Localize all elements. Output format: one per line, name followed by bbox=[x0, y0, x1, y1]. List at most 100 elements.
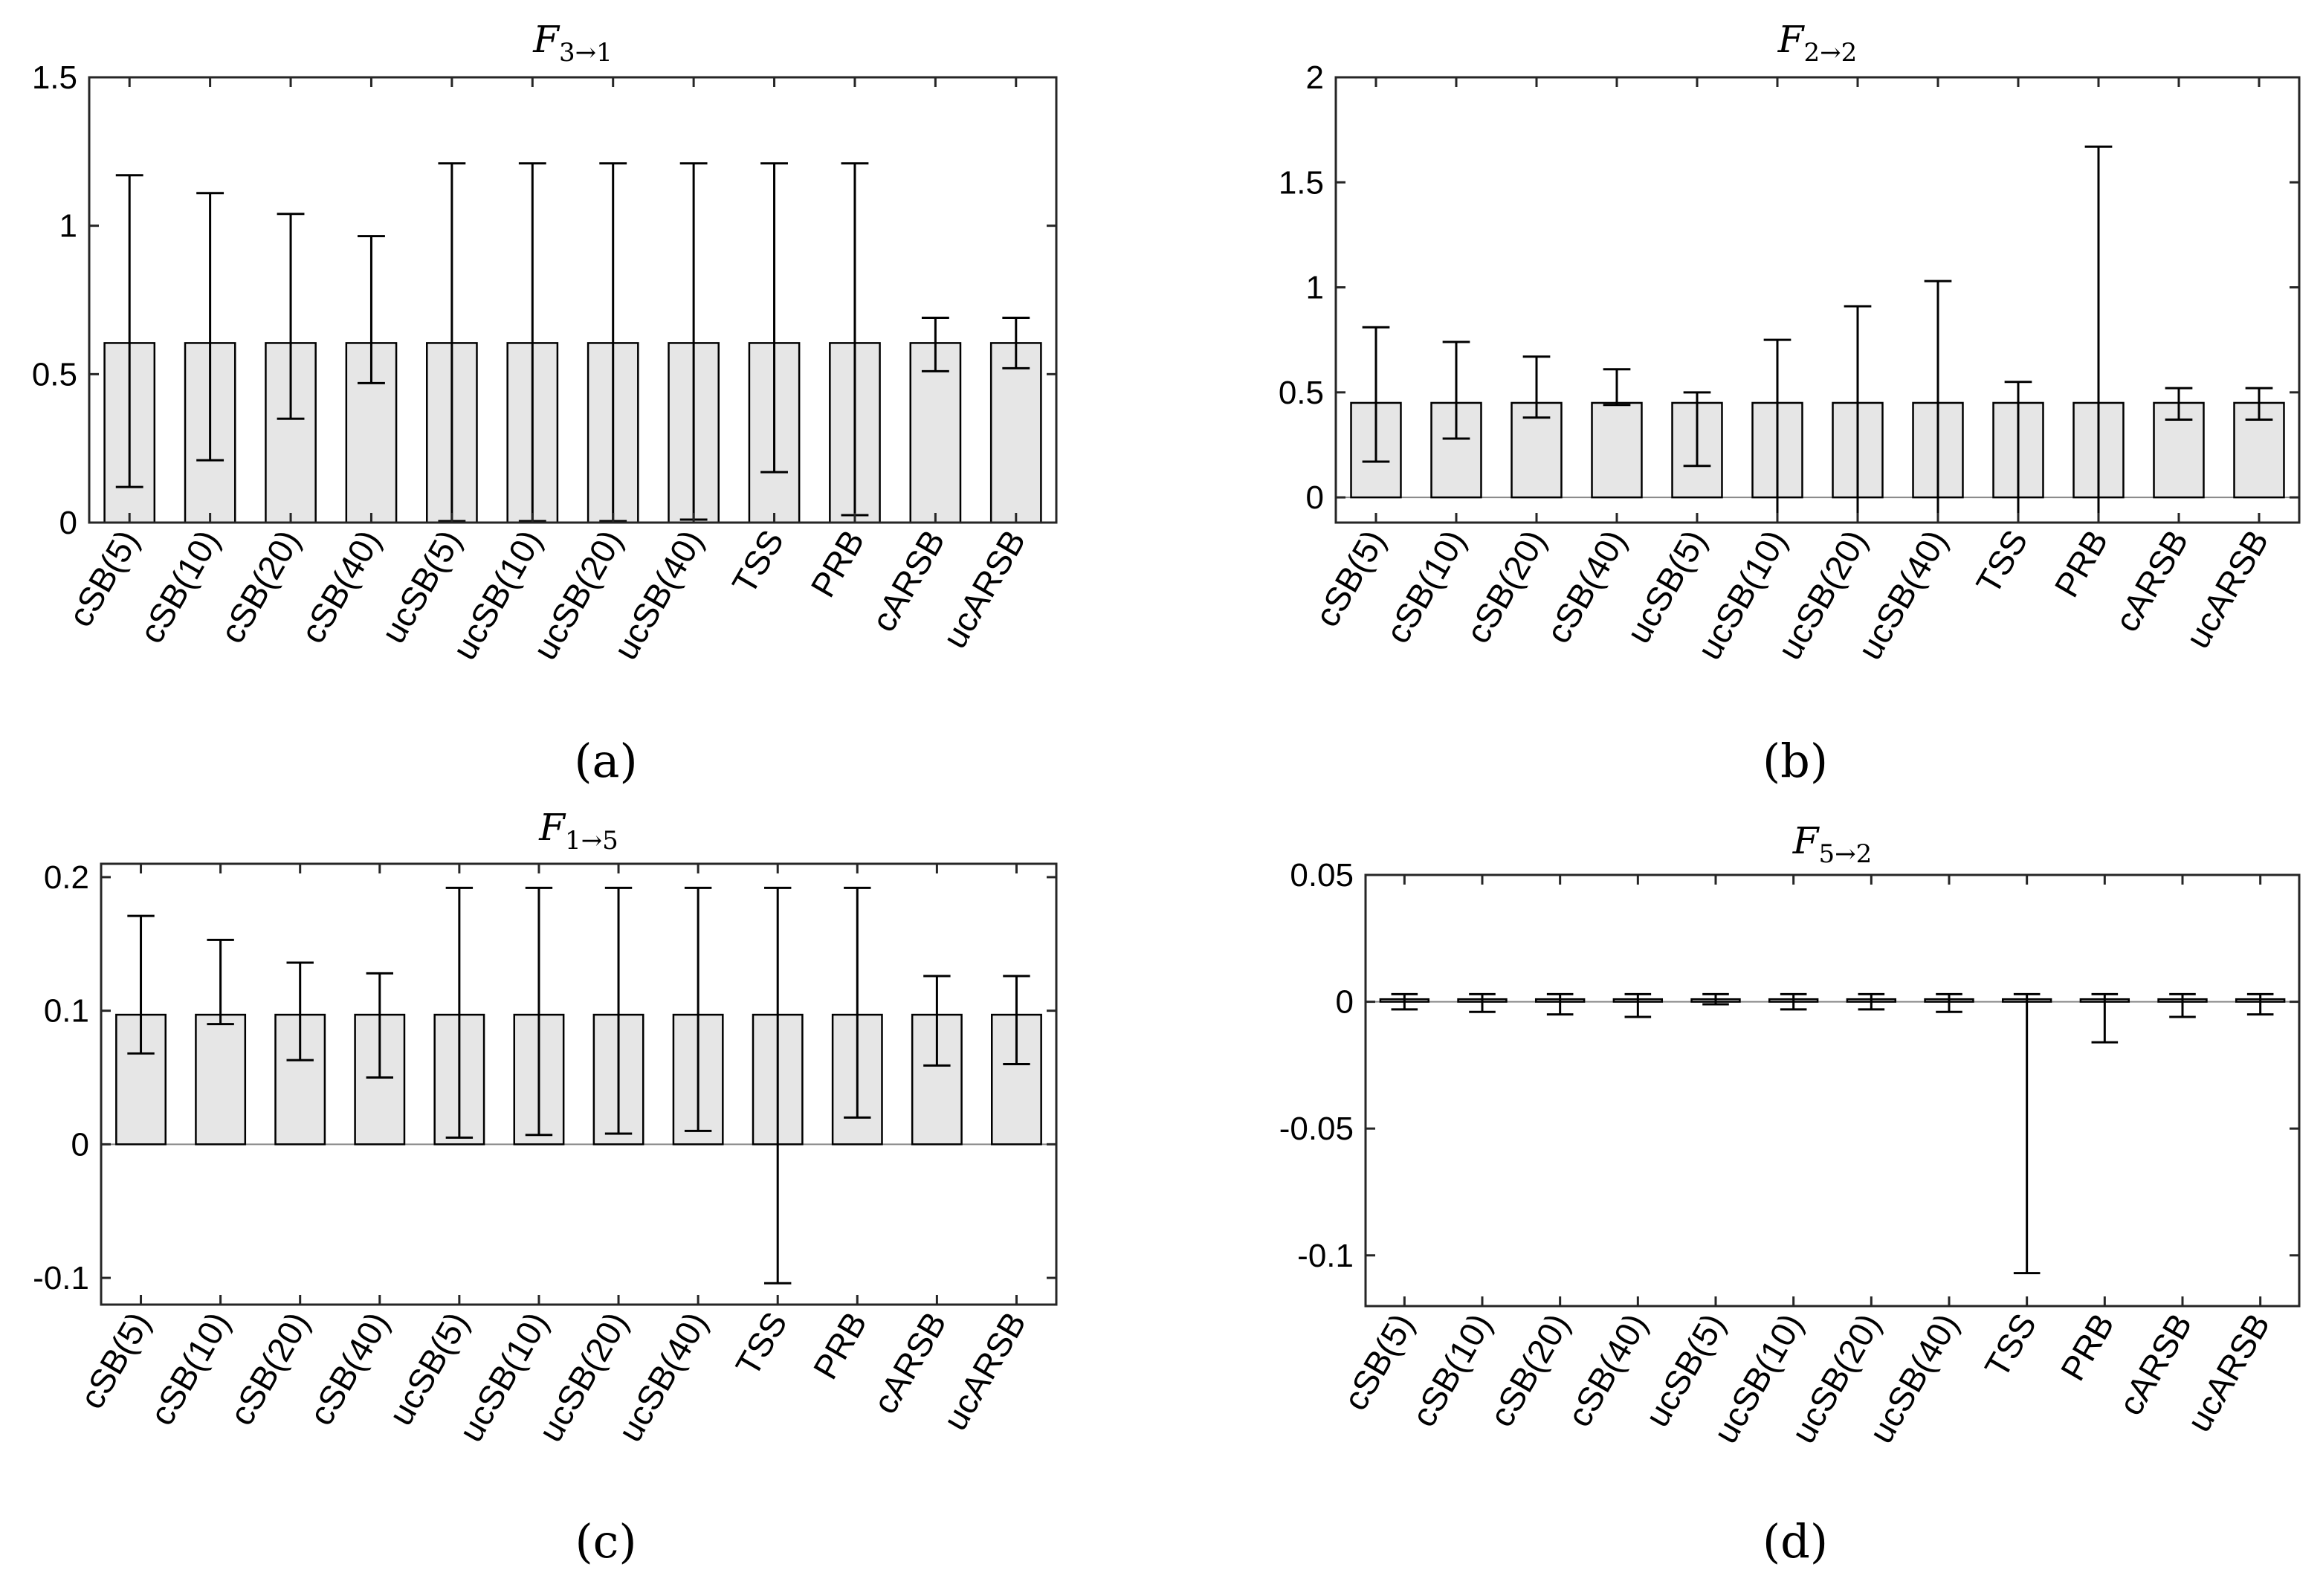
error-bar-cSB(20) bbox=[286, 961, 314, 1062]
y-tick-label: 1 bbox=[59, 208, 77, 245]
panel-label: (c) bbox=[575, 1514, 636, 1568]
chart-title-subscript: 2→2 bbox=[1803, 38, 1857, 68]
x-tick-label-cARSB: cARSB bbox=[865, 1305, 954, 1420]
error-bar-cSB(40) bbox=[1624, 992, 1652, 1018]
chart-title: F5→2 bbox=[1792, 819, 1872, 869]
chart-panel-d: -0.1-0.0500.05cSB(5)cSB(10)cSB(20)cSB(40… bbox=[1279, 819, 2301, 1568]
bar-cARSB bbox=[909, 342, 962, 524]
error-bar-cSB(5) bbox=[1362, 326, 1390, 463]
error-bar-cARSB bbox=[923, 975, 951, 1067]
y-tick-label: 0.5 bbox=[32, 356, 77, 392]
error-bar-TSS bbox=[2004, 381, 2032, 523]
error-bar-TSS bbox=[764, 886, 792, 1285]
error-bar-cSB(5) bbox=[1391, 992, 1418, 1011]
panel-label: (b) bbox=[1763, 734, 1828, 788]
error-bar-ucARSB bbox=[2245, 387, 2273, 421]
error-bar-cSB(40) bbox=[358, 235, 385, 384]
error-bar-ucSB(20) bbox=[604, 886, 633, 1135]
chart-title: F3→1 bbox=[532, 18, 612, 68]
error-bar-cSB(5) bbox=[127, 914, 155, 1055]
error-bar-ucSB(20) bbox=[1844, 305, 1872, 523]
error-bar-TSS bbox=[2013, 992, 2041, 1275]
y-tick-label: 0 bbox=[1336, 984, 1354, 1021]
error-bar-TSS bbox=[760, 162, 788, 474]
error-bar-PRB bbox=[2084, 145, 2113, 523]
x-tick-label-PRB: PRB bbox=[2053, 1307, 2122, 1387]
x-tick-label-PRB: PRB bbox=[806, 1305, 874, 1386]
error-bar-ucSB(10) bbox=[1780, 992, 1807, 1011]
error-bar-ucSB(5) bbox=[445, 886, 474, 1139]
chart-panel-c: -0.100.10.2cSB(5)cSB(10)cSB(20)cSB(40)uc… bbox=[33, 806, 1058, 1568]
error-bar-cARSB bbox=[2169, 992, 2196, 1018]
y-tick-label: -0.1 bbox=[33, 1260, 89, 1296]
error-bar-ucSB(5) bbox=[1702, 992, 1729, 1006]
chart-title-main: F bbox=[1777, 18, 1806, 61]
bar-cSB(40) bbox=[1591, 401, 1643, 499]
chart-title: F1→5 bbox=[538, 806, 618, 856]
error-bar-ucSB(40) bbox=[684, 886, 712, 1132]
error-bar-cSB(20) bbox=[277, 213, 305, 420]
chart-title-main: F bbox=[532, 18, 560, 61]
x-tick-label-cARSB: cARSB bbox=[2107, 523, 2195, 638]
chart-panel-a: 00.511.5cSB(5)cSB(10)cSB(20)cSB(40)ucSB(… bbox=[32, 18, 1058, 788]
error-bar-ucSB(20) bbox=[1858, 992, 1885, 1011]
error-bar-cSB(10) bbox=[196, 192, 224, 462]
error-bar-PRB bbox=[844, 886, 871, 1119]
y-tick-label: 0.1 bbox=[44, 993, 89, 1030]
x-tick-label-TSS: TSS bbox=[724, 523, 791, 600]
x-tick-label-PRB: PRB bbox=[803, 523, 871, 604]
error-bar-ucSB(40) bbox=[1936, 992, 1962, 1013]
error-bar-cSB(40) bbox=[1603, 368, 1631, 407]
error-bar-ucSB(10) bbox=[1763, 338, 1791, 523]
error-bar-PRB bbox=[2091, 992, 2119, 1044]
error-bar-ucSB(40) bbox=[1924, 280, 1952, 523]
x-tick-label-cSB(5): cSB(5) bbox=[1336, 1307, 1421, 1417]
x-tick-label-cSB(5): cSB(5) bbox=[1307, 523, 1392, 633]
error-bar-ucSB(10) bbox=[525, 886, 553, 1137]
x-tick-label-TSS: TSS bbox=[1977, 1307, 2044, 1383]
chart-title-subscript: 1→5 bbox=[565, 826, 618, 856]
x-tick-label-PRB: PRB bbox=[2046, 523, 2115, 604]
error-bar-cSB(10) bbox=[1442, 340, 1470, 440]
panel-label: (d) bbox=[1763, 1514, 1828, 1568]
error-bar-cARSB bbox=[2165, 387, 2193, 421]
error-bar-cSB(10) bbox=[1469, 992, 1496, 1013]
chart-title-main: F bbox=[538, 806, 566, 849]
y-tick-label: 0 bbox=[59, 505, 77, 541]
bar-cARSB bbox=[2153, 401, 2205, 499]
error-bar-ucARSB bbox=[2246, 992, 2274, 1016]
error-bar-ucARSB bbox=[1003, 975, 1030, 1066]
y-tick-label: 0 bbox=[1306, 479, 1324, 516]
error-bar-ucARSB bbox=[1002, 316, 1030, 369]
y-tick-label: 0.5 bbox=[1279, 375, 1324, 411]
x-tick-label-TSS: TSS bbox=[728, 1305, 795, 1382]
chart-title-subscript: 3→1 bbox=[559, 38, 613, 68]
y-tick-label: 1.5 bbox=[32, 59, 77, 96]
axes-box bbox=[1334, 76, 2301, 524]
axes-box bbox=[100, 862, 1058, 1306]
bar-cSB(40) bbox=[345, 342, 398, 524]
axes-box bbox=[1364, 873, 2301, 1308]
y-tick-label: 1 bbox=[1306, 270, 1324, 306]
bar-ucARSB bbox=[989, 342, 1042, 524]
y-tick-label: 0 bbox=[71, 1126, 89, 1163]
y-tick-label: -0.1 bbox=[1297, 1238, 1354, 1274]
x-tick-label-TSS: TSS bbox=[1968, 523, 2035, 600]
chart-title-main: F bbox=[1792, 819, 1820, 862]
error-bar-cARSB bbox=[921, 316, 949, 372]
error-bar-cSB(10) bbox=[207, 938, 234, 1026]
y-tick-label: 2 bbox=[1306, 59, 1324, 96]
y-tick-label: -0.05 bbox=[1279, 1111, 1354, 1147]
chart-panel-b: 00.511.52cSB(5)cSB(10)cSB(20)cSB(40)ucSB… bbox=[1279, 18, 2301, 788]
x-tick-label-cARSB: cARSB bbox=[864, 523, 952, 638]
chart-title-subscript: 5→2 bbox=[1818, 839, 1872, 869]
error-bar-ucSB(5) bbox=[1683, 391, 1711, 468]
axes-box bbox=[88, 76, 1058, 524]
error-bar-cSB(5) bbox=[115, 174, 143, 488]
error-bar-cSB(40) bbox=[366, 972, 393, 1079]
panel-label: (a) bbox=[574, 734, 637, 788]
error-bar-cSB(20) bbox=[1522, 355, 1551, 419]
chart-title: F2→2 bbox=[1777, 18, 1857, 68]
y-tick-label: 0.05 bbox=[1290, 857, 1354, 894]
